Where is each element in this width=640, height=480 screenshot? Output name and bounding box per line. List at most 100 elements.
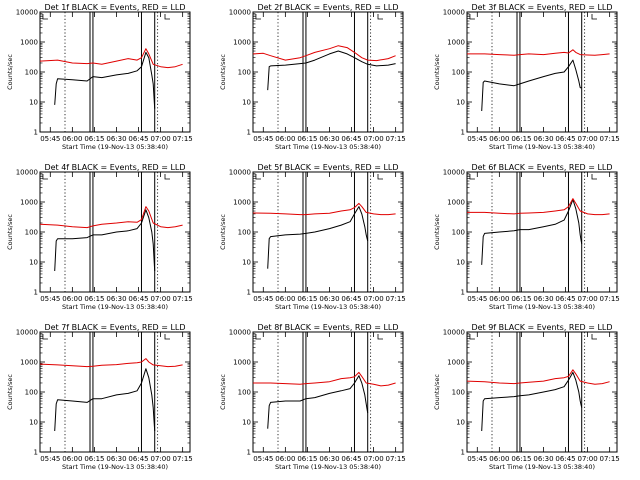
corner-marker (377, 14, 383, 20)
lld-series-line (39, 48, 183, 69)
x-axis-label: Start Time (19-Nov-13 05:38:40) (275, 143, 381, 151)
panel-det-1: Det 1f BLACK = Events, RED = LLD 1 10 100 10… (6, 3, 193, 151)
y-tick-label: 1 (461, 289, 465, 297)
panel-title: Det 5f BLACK = Events, RED = LLD (257, 163, 398, 172)
corner-marker (255, 174, 261, 180)
y-axis-label: Counts/sec (6, 214, 14, 250)
x-tick-label: 06:00 (489, 295, 509, 303)
plot-frame (466, 11, 618, 133)
events-series-line (267, 206, 369, 269)
x-tick-label: 05:45 (253, 455, 273, 463)
corner-marker (377, 174, 383, 180)
y-tick-label: 10 (242, 419, 251, 427)
x-tick-label: 06:30 (533, 135, 553, 143)
corner-marker (469, 174, 475, 180)
y-tick-label: 10000 (16, 9, 38, 17)
y-tick-label: 10 (242, 259, 251, 267)
y-tick-label: 1000 (447, 359, 465, 367)
x-tick-label: 07:15 (386, 455, 406, 463)
panel-title: Det 7f BLACK = Events, RED = LLD (44, 323, 185, 332)
events-series-line (54, 368, 156, 432)
x-tick-label: 06:45 (128, 455, 148, 463)
events-series-line (481, 371, 583, 432)
x-tick-label: 06:45 (341, 295, 361, 303)
x-tick-label: 06:15 (297, 455, 317, 463)
y-tick-label: 1000 (233, 199, 251, 207)
x-tick-label: 05:45 (253, 295, 273, 303)
y-tick-label: 1000 (20, 39, 38, 47)
x-tick-label: 06:15 (297, 295, 317, 303)
y-tick-label: 1000 (233, 39, 251, 47)
y-tick-label: 10 (242, 99, 251, 107)
x-tick-label: 06:15 (84, 295, 104, 303)
y-axis-label: Counts/sec (219, 54, 227, 90)
x-tick-label: 07:00 (363, 295, 383, 303)
y-tick-label: 10 (456, 99, 465, 107)
y-tick-label: 1 (461, 129, 465, 137)
x-tick-label: 06:45 (128, 135, 148, 143)
lld-series-line (39, 358, 183, 368)
plot-frame (39, 11, 191, 133)
x-tick-label: 07:15 (173, 455, 193, 463)
y-tick-label: 10000 (229, 169, 251, 177)
y-tick-label: 10 (29, 99, 38, 107)
y-axis-label: Counts/sec (219, 374, 227, 410)
x-tick-label: 05:45 (40, 295, 60, 303)
y-tick-label: 100 (25, 229, 38, 237)
lld-series-line (39, 206, 183, 229)
plot-frame (466, 171, 618, 293)
x-tick-label: 06:30 (106, 455, 126, 463)
y-tick-label: 1000 (20, 199, 38, 207)
y-axis-label: Counts/sec (6, 374, 14, 410)
y-tick-label: 10 (456, 259, 465, 267)
panel-det-3: Det 3f BLACK = Events, RED = LLD 1 10 100 10… (433, 3, 620, 151)
panel-title: Det 2f BLACK = Events, RED = LLD (257, 3, 398, 12)
panel-title: Det 4f BLACK = Events, RED = LLD (44, 163, 185, 172)
x-axis-label: Start Time (19-Nov-13 05:38:40) (489, 143, 595, 151)
lld-series-line (466, 369, 610, 385)
panel-det-5: Det 5f BLACK = Events, RED = LLD 1 10 100 10… (219, 163, 406, 311)
y-tick-label: 1000 (447, 39, 465, 47)
corner-marker (591, 334, 597, 340)
corner-marker (591, 174, 597, 180)
y-tick-label: 10 (29, 259, 38, 267)
x-tick-label: 06:00 (62, 455, 82, 463)
panel-det-6: Det 6f BLACK = Events, RED = LLD 1 10 100 10… (433, 163, 620, 311)
panel-title: Det 6f BLACK = Events, RED = LLD (471, 163, 612, 172)
x-tick-label: 06:30 (533, 455, 553, 463)
x-tick-label: 05:45 (40, 455, 60, 463)
x-tick-label: 06:45 (555, 455, 575, 463)
y-tick-label: 1 (34, 129, 38, 137)
corner-marker (164, 334, 170, 340)
panel-det-4: Det 4f BLACK = Events, RED = LLD 1 10 100 10… (6, 163, 193, 311)
corner-marker (469, 334, 475, 340)
events-series-line (267, 375, 369, 429)
x-axis-label: Start Time (19-Nov-13 05:38:40) (489, 463, 595, 471)
x-tick-label: 06:45 (128, 295, 148, 303)
x-tick-label: 07:00 (150, 455, 170, 463)
x-tick-label: 06:30 (533, 295, 553, 303)
corner-marker (591, 14, 597, 20)
plot-frame (252, 171, 404, 293)
y-tick-label: 10000 (229, 9, 251, 17)
events-series-line (481, 199, 583, 265)
events-series-line (481, 59, 582, 112)
panel-title: Det 9f BLACK = Events, RED = LLD (471, 323, 612, 332)
y-tick-label: 100 (25, 389, 38, 397)
y-tick-label: 100 (238, 229, 251, 237)
x-axis-label: Start Time (19-Nov-13 05:38:40) (62, 303, 168, 311)
x-tick-label: 06:00 (62, 135, 82, 143)
panel-title: Det 8f BLACK = Events, RED = LLD (257, 323, 398, 332)
x-tick-label: 07:00 (577, 135, 597, 143)
x-axis-label: Start Time (19-Nov-13 05:38:40) (275, 463, 381, 471)
x-tick-label: 07:00 (577, 295, 597, 303)
y-tick-label: 10000 (443, 9, 465, 17)
x-tick-label: 07:00 (363, 455, 383, 463)
events-series-line (54, 209, 156, 272)
lld-series-line (467, 49, 610, 56)
y-tick-label: 100 (25, 69, 38, 77)
corner-marker (164, 14, 170, 20)
y-tick-label: 10000 (16, 329, 38, 337)
plot-frame (252, 331, 404, 453)
x-axis-label: Start Time (19-Nov-13 05:38:40) (489, 303, 595, 311)
